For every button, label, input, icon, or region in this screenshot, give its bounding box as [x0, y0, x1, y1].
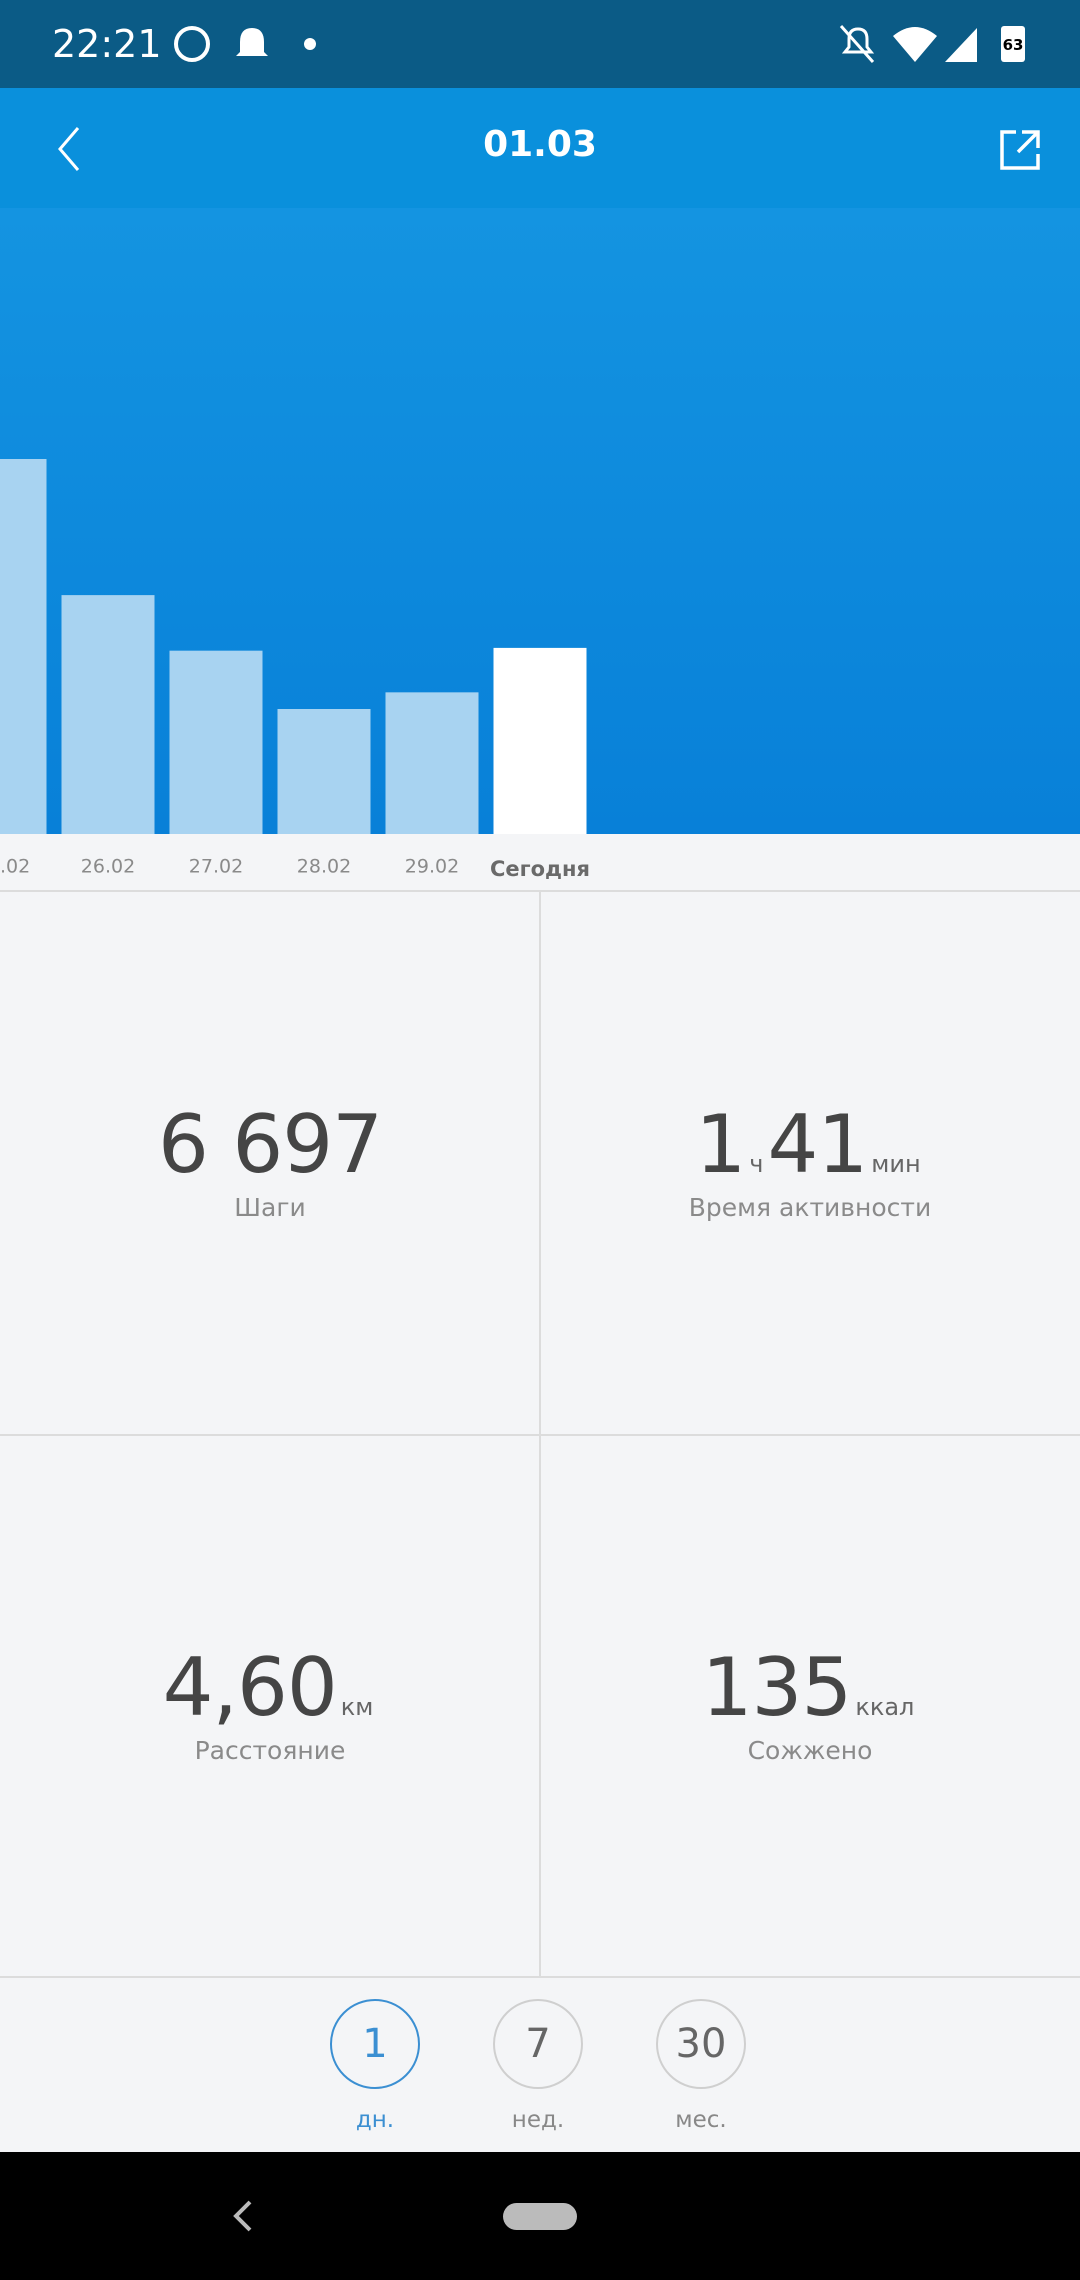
- stat-label: Время активности: [688, 1192, 932, 1222]
- divider: [0, 1434, 1080, 1436]
- tab-number: 1: [330, 1999, 420, 2089]
- period-tabs: 1 дн. 7 нед. 30 мес.: [0, 1977, 1080, 2152]
- x-tick-label: 27.02: [189, 856, 243, 878]
- steps-cell: 6 697 Шаги: [0, 892, 540, 1434]
- tab-number: 30: [656, 1999, 746, 2089]
- active-time-cell: 1 ч 41 мин Время активности: [540, 892, 1080, 1434]
- app-bar: 01.03: [0, 88, 1080, 208]
- stat-unit: ккал: [855, 1692, 915, 1721]
- x-tick-label: .02: [0, 856, 30, 878]
- nav-back[interactable]: [228, 2198, 258, 2234]
- x-tick-label: 26.02: [81, 856, 135, 878]
- distance-cell: 4,60 км Расстояние: [0, 1435, 540, 1977]
- nav-bar: [0, 2152, 1080, 2280]
- tab-label: мес.: [675, 2107, 727, 2133]
- notification-icons: [174, 26, 316, 62]
- stat-unit: мин: [871, 1149, 921, 1178]
- x-tick-label: 29.02: [405, 856, 459, 878]
- title: 01.03: [483, 124, 597, 165]
- stat-value: 6 697: [157, 1097, 383, 1191]
- tab-label: дн.: [355, 2107, 395, 2133]
- stat-value: 41: [767, 1097, 868, 1191]
- bar: [0, 459, 47, 834]
- stat-unit: км: [340, 1692, 374, 1721]
- stat-unit: ч: [749, 1149, 764, 1178]
- calories-cell: 135 ккал Сожжено: [540, 1435, 1080, 1977]
- steps-chart: .02 26.02 27.02 28.02 29.02 Сегодня: [0, 208, 1080, 892]
- stats-grid: 6 697 Шаги 1 ч 41 мин Время активности 4…: [0, 892, 1080, 1978]
- bar: [61, 595, 155, 834]
- tab-number: 7: [493, 1999, 583, 2089]
- battery-level: 63: [1002, 36, 1024, 54]
- stat-label: Сожжено: [747, 1735, 873, 1765]
- system-icons: [839, 25, 1025, 63]
- divider: [0, 1976, 1080, 1978]
- back-button[interactable]: [50, 124, 90, 174]
- stat-value: 1: [695, 1097, 746, 1191]
- stat-label: Расстояние: [194, 1735, 346, 1765]
- period-tab[interactable]: 1 дн.: [330, 1999, 420, 2133]
- clock: 22:21: [52, 22, 162, 66]
- bar: [169, 650, 263, 834]
- x-tick-label: 28.02: [297, 856, 351, 878]
- nav-home[interactable]: [503, 2203, 577, 2230]
- period-tab[interactable]: 30 мес.: [656, 1999, 746, 2133]
- stat-value: 135: [701, 1640, 853, 1734]
- period-tab[interactable]: 7 нед.: [493, 1999, 583, 2133]
- status-bar: 22:21 63: [0, 0, 1080, 88]
- x-tick-label: Сегодня: [490, 857, 590, 881]
- tab-label: нед.: [511, 2107, 565, 2133]
- bar: [277, 709, 371, 834]
- stat-value: 4,60: [162, 1640, 338, 1734]
- bar: [385, 692, 479, 834]
- bar: [493, 647, 587, 834]
- share-button[interactable]: [998, 128, 1042, 172]
- stat-label: Шаги: [234, 1192, 306, 1222]
